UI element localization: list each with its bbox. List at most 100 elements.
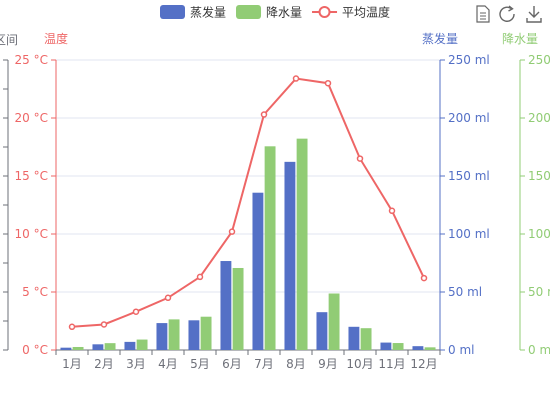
toolbox: [476, 5, 542, 23]
precipitation-tick-label: 150 ml: [528, 169, 550, 183]
precipitation-tick-label: 50 ml: [528, 285, 550, 299]
temperature-point[interactable]: [228, 228, 236, 235]
evaporation-tick-label: 0 ml: [448, 343, 474, 357]
bar[interactable]: [392, 343, 404, 350]
temperature-tick-label: 5 °C: [22, 285, 48, 299]
save-icon-shape: [526, 6, 542, 23]
precipitation-tick-label: 0 ml: [528, 343, 550, 357]
temperature-line: [71, 77, 425, 328]
evaporation-axis-name: 蒸发量: [422, 31, 458, 46]
evaporation-tick-label: 250 ml: [448, 53, 490, 67]
precipitation-axis: 0 ml 50 ml 100 ml 150 ml 200 ml 250 ml 降水量: [502, 32, 550, 357]
bar[interactable]: [72, 346, 84, 350]
restore-icon-arc: [499, 6, 515, 22]
bar[interactable]: [60, 347, 72, 350]
legend-label: 蒸发量: [190, 5, 226, 20]
legend-label: 平均温度: [342, 5, 390, 20]
x-tick-label: 1月: [62, 357, 82, 371]
temperature-point[interactable]: [324, 79, 332, 87]
temperature-tick-label: 15 °C: [15, 169, 48, 183]
legend-label: 降水量: [266, 6, 302, 20]
temperature-point[interactable]: [196, 273, 204, 281]
precipitation-tick-label: 100 ml: [528, 227, 550, 241]
x-tick-label: 2月: [94, 357, 114, 371]
bar[interactable]: [200, 316, 212, 350]
bar[interactable]: [104, 343, 116, 350]
bar[interactable]: [188, 320, 200, 350]
legend-swatch: [160, 5, 185, 19]
x-tick-label: 8月: [286, 357, 306, 371]
temperature-tick-label: 0 °C: [22, 343, 48, 357]
temperature-point[interactable]: [356, 155, 364, 162]
restore-icon[interactable]: [499, 5, 515, 22]
bar[interactable]: [360, 328, 372, 350]
bar[interactable]: [424, 347, 436, 350]
x-tick-label: 11月: [378, 357, 405, 371]
legend-item[interactable]: 降水量: [236, 5, 302, 20]
bar[interactable]: [296, 138, 308, 350]
temperature-point[interactable]: [100, 321, 108, 328]
x-axis: 1月 2月 3月 4月 5月 6月 7月 8月 9月 10月 11月 12月: [55, 349, 441, 371]
evaporation-tick-label: 150 ml: [448, 169, 490, 183]
bar[interactable]: [316, 312, 328, 350]
bar[interactable]: [168, 319, 180, 350]
temperature-point[interactable]: [292, 75, 300, 82]
bar[interactable]: [348, 326, 360, 350]
bar[interactable]: [380, 342, 392, 350]
legend-item[interactable]: 蒸发量: [160, 5, 226, 20]
bar[interactable]: [412, 346, 424, 350]
line-series: [68, 75, 428, 331]
temperature-point[interactable]: [260, 111, 268, 118]
bar[interactable]: [124, 341, 136, 350]
outer-left-axis: 区间: [0, 33, 18, 351]
bar[interactable]: [220, 261, 232, 350]
evaporation-tick-label: 200 ml: [448, 111, 490, 125]
grid-lines: [56, 59, 440, 351]
temperature-tick-label: 10 °C: [15, 227, 48, 241]
x-tick-label: 4月: [158, 357, 178, 371]
precipitation-axis-name: 降水量: [502, 32, 538, 46]
data-view-icon-outline: [476, 5, 490, 23]
x-tick-label: 10月: [346, 357, 373, 371]
bar[interactable]: [136, 339, 148, 350]
bar[interactable]: [232, 267, 244, 350]
temperature-point[interactable]: [164, 294, 172, 302]
temperature-axis-name: 温度: [44, 31, 68, 46]
bar-series: [60, 138, 436, 350]
data-view-icon-lines: [480, 12, 486, 20]
bar[interactable]: [284, 161, 296, 350]
x-tick-label: 7月: [254, 357, 274, 371]
x-tick-label: 9月: [318, 357, 338, 371]
bar[interactable]: [264, 146, 276, 350]
legend: 蒸发量 降水量 平均温度: [160, 5, 390, 20]
temperature-tick-label: 25 °C: [15, 53, 48, 67]
evaporation-axis: 0 ml 50 ml 100 ml 150 ml 200 ml 250 ml 蒸发量: [422, 31, 490, 357]
legend-item[interactable]: 平均温度: [312, 5, 390, 20]
restore-icon-arrow: [508, 5, 514, 12]
evaporation-tick-label: 100 ml: [448, 227, 490, 241]
temperature-point[interactable]: [420, 274, 428, 282]
x-tick-label: 5月: [190, 357, 210, 371]
outer-left-axis-name: 区间: [0, 33, 18, 47]
bar[interactable]: [156, 323, 168, 350]
legend-swatch: [236, 5, 262, 19]
bar-series-0: [60, 161, 424, 350]
x-tick-label: 12月: [410, 357, 437, 371]
temperature-tick-label: 20 °C: [15, 111, 48, 125]
evaporation-tick-label: 50 ml: [448, 285, 482, 299]
x-tick-label: 3月: [126, 357, 146, 371]
save-as-image-icon[interactable]: [526, 6, 542, 23]
temperature-point[interactable]: [68, 323, 76, 331]
bar-series-1: [72, 138, 436, 350]
precipitation-tick-label: 250 ml: [528, 53, 550, 67]
data-view-icon[interactable]: [476, 5, 490, 23]
bar[interactable]: [92, 344, 104, 350]
legend-swatch-marker: [318, 6, 331, 18]
bar[interactable]: [252, 192, 264, 350]
temperature-point[interactable]: [388, 207, 396, 215]
temperature-axis: 0 °C 5 °C 10 °C 15 °C 20 °C 25 °C 温度: [15, 31, 68, 357]
x-tick-label: 6月: [222, 357, 242, 371]
temperature-point[interactable]: [132, 308, 140, 315]
bar[interactable]: [328, 293, 340, 350]
